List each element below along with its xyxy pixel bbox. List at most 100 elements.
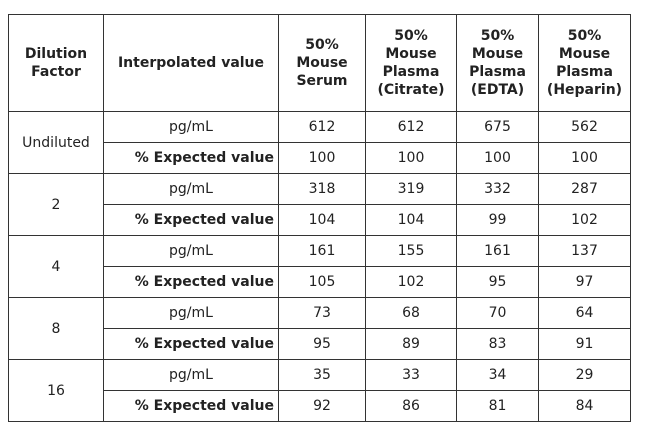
value: 81 xyxy=(488,398,507,414)
row-label: pg/mL xyxy=(169,243,213,259)
value: 287 xyxy=(571,181,598,197)
row-label-cell: % Expected value xyxy=(103,390,279,422)
value: 612 xyxy=(397,119,425,135)
value-cell: 161 xyxy=(456,235,539,267)
value: 83 xyxy=(488,336,507,352)
value: 612 xyxy=(308,119,336,135)
row-label: % Expected value xyxy=(134,150,274,166)
table-row: % Expected value 95 89 83 91 xyxy=(9,328,631,360)
header-cell: 50% Mouse Serum xyxy=(278,14,366,112)
dilution-label: Undiluted xyxy=(22,134,90,151)
value-cell: 102 xyxy=(365,266,457,298)
dilution-cell: 2 xyxy=(8,173,104,236)
row-label: % Expected value xyxy=(134,212,274,228)
row-label-cell: % Expected value xyxy=(103,204,279,236)
header-cell: Interpolated value xyxy=(103,14,279,112)
value: 91 xyxy=(575,336,594,352)
table-row: % Expected value 104 104 99 102 xyxy=(9,204,631,236)
value: 84 xyxy=(575,398,594,414)
value-cell: 81 xyxy=(456,390,539,422)
value-cell: 99 xyxy=(456,204,539,236)
row-label-cell: % Expected value xyxy=(103,266,279,298)
value: 104 xyxy=(308,212,336,228)
dilution-cell: 4 xyxy=(8,235,104,298)
value-cell: 95 xyxy=(456,266,539,298)
value: 86 xyxy=(402,398,420,414)
row-label: pg/mL xyxy=(169,305,213,321)
value: 104 xyxy=(397,212,425,228)
dilution-cell: Undiluted xyxy=(8,111,104,174)
value-cell: 612 xyxy=(365,111,457,143)
value-cell: 155 xyxy=(365,235,457,267)
value: 70 xyxy=(488,305,507,321)
header-line: (Heparin) xyxy=(546,82,623,98)
table-row: 16 pg/mL 35 33 34 29 xyxy=(8,359,631,422)
table-body: Undiluted pg/mL 612 612 675 562 % Expected val… xyxy=(8,111,631,422)
header-cell: 50% Mouse Plasma (Heparin) xyxy=(538,14,631,112)
row-label: pg/mL xyxy=(169,119,213,135)
header-cell: Dilution Factor xyxy=(8,14,104,112)
header-line: 50% xyxy=(305,37,339,53)
row-label-cell: pg/mL xyxy=(103,111,279,143)
value: 100 xyxy=(397,150,425,166)
header-line: Interpolated value xyxy=(117,55,265,71)
table-row: % Expected value 100 100 100 100 xyxy=(9,142,631,174)
value-cell: 70 xyxy=(456,297,539,329)
value-cell: 100 xyxy=(538,142,631,174)
value: 105 xyxy=(308,274,336,290)
row-label-cell: pg/mL xyxy=(103,173,279,205)
row-label: % Expected value xyxy=(134,336,274,352)
row-label-cell: % Expected value xyxy=(103,328,279,360)
header-line: Mouse xyxy=(385,46,437,62)
table-row: 2 pg/mL 318 319 332 287 xyxy=(8,173,631,236)
row-label-cell: pg/mL xyxy=(103,359,279,391)
value-cell: 86 xyxy=(365,390,457,422)
value: 318 xyxy=(308,181,336,197)
table-row: 8 pg/mL 73 68 70 64 xyxy=(8,297,631,360)
value: 95 xyxy=(488,274,507,290)
value: 562 xyxy=(571,119,598,135)
header-line: 50% xyxy=(567,28,602,44)
value: 29 xyxy=(575,367,594,383)
header-line: (Citrate) xyxy=(377,82,445,98)
header-line: Serum xyxy=(296,73,348,89)
header-line: Dilution xyxy=(24,46,88,62)
value: 137 xyxy=(571,243,598,259)
header-cell: 50% Mouse Plasma (EDTA) xyxy=(456,14,539,112)
dilution-label: 8 xyxy=(51,320,61,337)
header-line: Plasma xyxy=(469,64,526,80)
value-cell: 84 xyxy=(538,390,631,422)
header-line: (EDTA) xyxy=(470,82,525,98)
value-cell: 137 xyxy=(538,235,631,267)
value-cell: 83 xyxy=(456,328,539,360)
value-cell: 29 xyxy=(538,359,631,391)
value-cell: 100 xyxy=(456,142,539,174)
value: 35 xyxy=(313,367,331,383)
header-row: Dilution Factor Interpolated value 50% Mouse… xyxy=(8,14,631,112)
value-cell: 161 xyxy=(278,235,366,267)
value: 100 xyxy=(308,150,336,166)
value-cell: 73 xyxy=(278,297,366,329)
value: 97 xyxy=(575,274,594,290)
dilution-cell: 8 xyxy=(8,297,104,360)
header-line: Mouse xyxy=(558,46,611,62)
row-label: pg/mL xyxy=(169,367,213,383)
value: 34 xyxy=(488,367,507,383)
value-cell: 104 xyxy=(365,204,457,236)
value-cell: 91 xyxy=(538,328,631,360)
value-cell: 34 xyxy=(456,359,539,391)
value-cell: 104 xyxy=(278,204,366,236)
header-line: Plasma xyxy=(556,64,613,80)
value: 155 xyxy=(397,243,425,259)
value: 92 xyxy=(313,398,331,414)
value-cell: 35 xyxy=(278,359,366,391)
value-cell: 319 xyxy=(365,173,457,205)
value-cell: 68 xyxy=(365,297,457,329)
header-line: Plasma xyxy=(382,64,440,80)
value: 675 xyxy=(484,119,511,135)
table-row: Undiluted pg/mL 612 612 675 562 xyxy=(8,111,631,174)
row-label: % Expected value xyxy=(134,274,274,290)
value-cell: 675 xyxy=(456,111,539,143)
row-label: pg/mL xyxy=(169,181,213,197)
value-cell: 95 xyxy=(278,328,366,360)
